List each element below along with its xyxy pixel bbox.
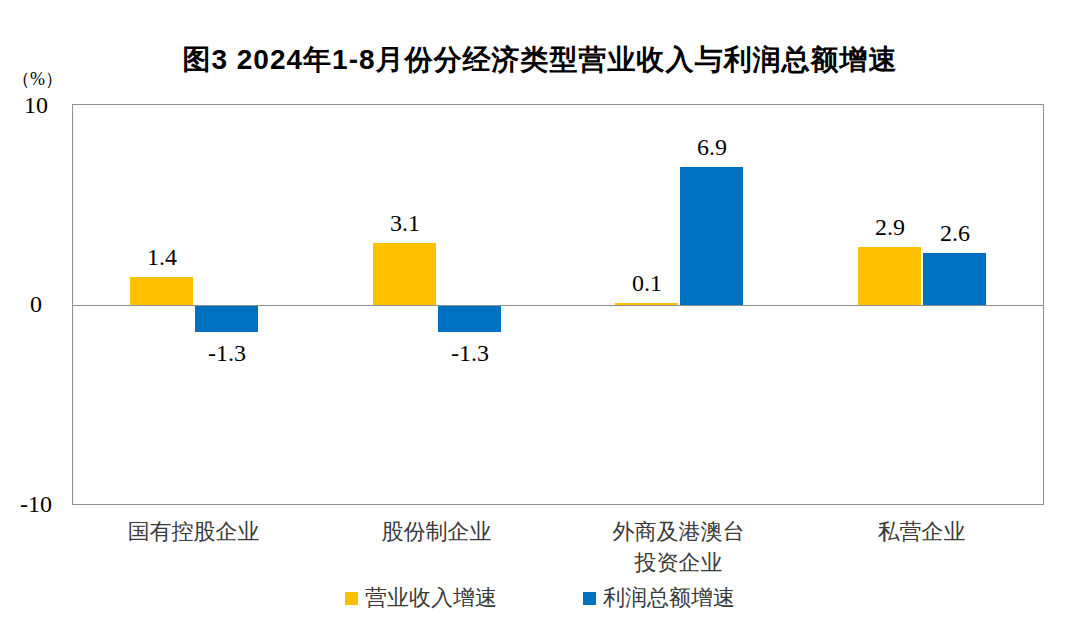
profit-growth-bar [680, 167, 743, 305]
category-label: 外商及港澳台 投资企业 [557, 516, 800, 578]
bar-value-label: 3.1 [360, 210, 450, 236]
chart-title: 图3 2024年1-8月份分经济类型营业收入与利润总额增速 [0, 41, 1080, 79]
y-axis-tick-label: 0 [6, 291, 66, 317]
revenue-growth-bar [858, 247, 921, 305]
legend-swatch-revenue [345, 592, 358, 605]
legend-label: 营业收入增速 [365, 583, 497, 613]
revenue-growth-bar [130, 277, 193, 305]
plot-area: 1.4-1.33.1-1.30.16.92.92.6 [72, 104, 1044, 505]
bar-value-label: 6.9 [667, 134, 757, 160]
chart-figure: 图3 2024年1-8月份分经济类型营业收入与利润总额增速 （%） 1.4 -1.… [0, 0, 1080, 619]
profit-growth-bar [195, 306, 258, 332]
category-label: 股份制企业 [315, 516, 558, 547]
bar-value-label: -1.3 [182, 340, 272, 366]
legend-item: 营业收入增速 [345, 583, 497, 613]
revenue-growth-bar [615, 303, 678, 305]
bar-value-label: 0.1 [602, 270, 692, 296]
profit-growth-bar [438, 306, 501, 332]
y-axis-unit-label: （%） [12, 67, 63, 91]
y-axis-tick-label: 10 [6, 92, 66, 118]
bar-value-label: -1.3 [425, 340, 515, 366]
legend-swatch-profit [583, 592, 596, 605]
y-axis-tick-label: -10 [6, 491, 66, 517]
x-axis-category-labels: 国有控股企业股份制企业外商及港澳台 投资企业私营企业 [72, 516, 1042, 582]
legend-item: 利润总额增速 [583, 583, 735, 613]
bar-value-label: 1.4 [117, 244, 207, 270]
profit-growth-bar [923, 253, 986, 305]
category-label: 国有控股企业 [72, 516, 315, 547]
legend-label: 利润总额增速 [603, 583, 735, 613]
revenue-growth-bar [373, 243, 436, 305]
category-label: 私营企业 [800, 516, 1043, 547]
chart-legend: 营业收入增速 利润总额增速 [0, 583, 1080, 613]
bar-value-label: 2.6 [910, 220, 1000, 246]
